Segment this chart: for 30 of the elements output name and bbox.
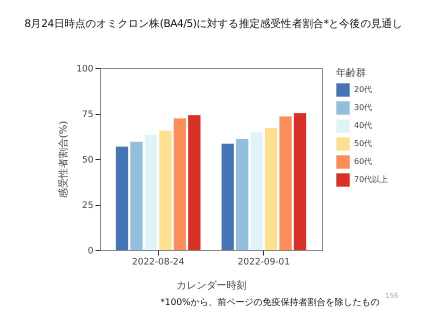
bar bbox=[116, 146, 128, 250]
legend-label: 70代以上 bbox=[354, 175, 388, 184]
bar bbox=[236, 138, 248, 250]
legend-label: 60代 bbox=[354, 157, 372, 166]
legend-title: 年齢群 bbox=[336, 67, 366, 79]
chart-title: 8月24日時点のオミクロン株(BA4/5)に対する推定感受性者割合*と今後の見通し bbox=[23, 17, 404, 31]
y-tick-label: 0 bbox=[88, 246, 94, 256]
y-tick-label: 50 bbox=[82, 156, 94, 166]
bar bbox=[174, 118, 186, 250]
x-tick-label: 2022-09-01 bbox=[238, 258, 290, 268]
legend-label: 30代 bbox=[354, 103, 372, 112]
bar bbox=[279, 116, 292, 250]
bar bbox=[144, 134, 158, 250]
y-axis-title: 感受性者割合(%) bbox=[57, 120, 70, 198]
y-tick-label: 25 bbox=[82, 201, 94, 211]
bar bbox=[159, 130, 172, 250]
bar bbox=[294, 113, 306, 250]
legend-label: 20代 bbox=[354, 85, 372, 94]
x-axis-title: カレンダー時刻 bbox=[176, 280, 246, 292]
legend-label: 40代 bbox=[354, 121, 372, 130]
bar bbox=[188, 115, 200, 250]
y-tick-label: 75 bbox=[82, 110, 94, 120]
bar bbox=[264, 128, 278, 250]
bar bbox=[222, 144, 234, 250]
y-tick-label: 100 bbox=[76, 64, 94, 74]
text: *100%から、前ページの免疫保持者割合を除したもの bbox=[160, 298, 380, 308]
bar bbox=[130, 142, 143, 250]
x-tick-label: 2022-08-24 bbox=[132, 258, 185, 268]
bar bbox=[250, 132, 263, 250]
legend-label: 50代 bbox=[354, 139, 372, 148]
